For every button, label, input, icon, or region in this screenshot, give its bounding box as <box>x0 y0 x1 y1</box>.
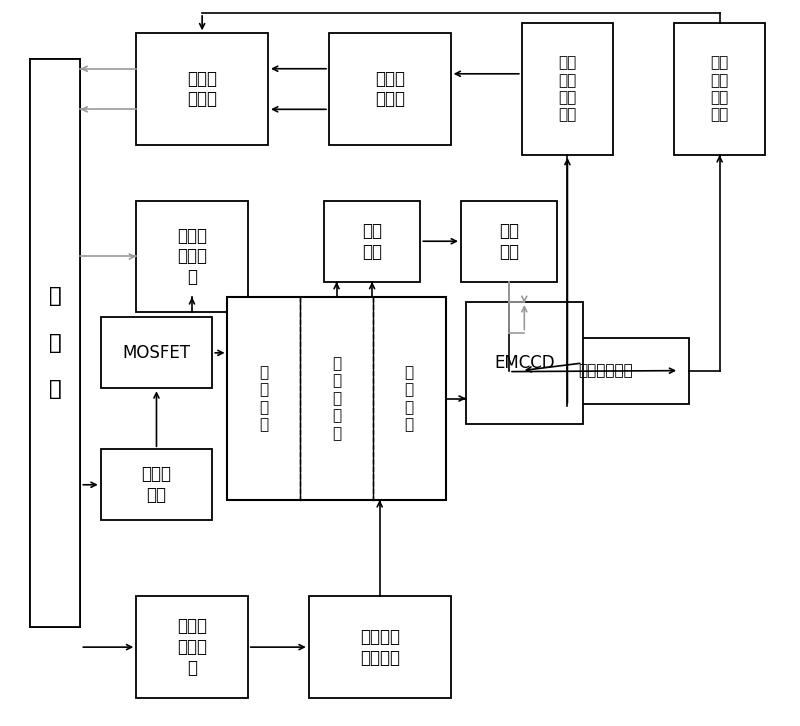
Text: 高
频
变
压
器: 高 频 变 压 器 <box>332 356 341 441</box>
Text: 控

制

器: 控 制 器 <box>49 286 62 399</box>
Bar <box>522 338 689 404</box>
Text: 第一可
调电压
器: 第一可 调电压 器 <box>177 227 207 286</box>
Text: 直流电平
嵌位电路: 直流电平 嵌位电路 <box>360 628 400 666</box>
Bar <box>101 317 212 388</box>
Text: 集成驱
动器: 集成驱 动器 <box>142 465 171 504</box>
Text: 交流
分量
提取
电路: 交流 分量 提取 电路 <box>558 55 577 123</box>
Bar <box>227 297 446 500</box>
Text: 可调
电感: 可调 电感 <box>362 222 382 261</box>
Bar <box>324 200 420 282</box>
Bar <box>136 596 248 698</box>
Text: 初
级
线
圈: 初 级 线 圈 <box>259 365 269 432</box>
Text: 第二可
调电压
器: 第二可 调电压 器 <box>177 617 207 677</box>
Bar <box>30 59 80 627</box>
Text: 可调
电阻: 可调 电阻 <box>499 222 519 261</box>
Bar <box>522 23 613 155</box>
Bar <box>136 33 268 145</box>
Text: 幅值计
算电路: 幅值计 算电路 <box>375 70 405 108</box>
Bar <box>461 200 558 282</box>
Bar <box>101 449 212 521</box>
Bar <box>329 33 450 145</box>
Text: 模数转
换电路: 模数转 换电路 <box>187 70 217 108</box>
Text: 控

制

器: 控 制 器 <box>49 286 62 399</box>
Text: 分压采样电路: 分压采样电路 <box>578 363 633 378</box>
Bar <box>136 200 248 312</box>
Text: MOSFET: MOSFET <box>122 344 190 362</box>
Text: 直流
分量
提取
电路: 直流 分量 提取 电路 <box>710 55 729 123</box>
Bar <box>466 302 582 424</box>
Bar <box>30 59 80 627</box>
Bar <box>309 596 450 698</box>
Text: EMCCD: EMCCD <box>494 354 554 372</box>
Text: 次
级
线
圈: 次 级 线 圈 <box>405 365 414 432</box>
Bar <box>674 23 766 155</box>
